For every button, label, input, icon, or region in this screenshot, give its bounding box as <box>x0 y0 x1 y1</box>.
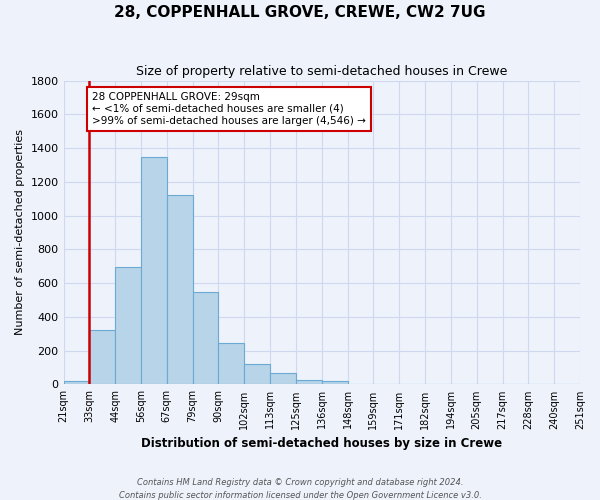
Bar <box>244 364 270 384</box>
Bar <box>141 158 167 384</box>
Text: 28 COPPENHALL GROVE: 29sqm
← <1% of semi-detached houses are smaller (4)
>99% of: 28 COPPENHALL GROVE: 29sqm ← <1% of semi… <box>92 92 366 126</box>
X-axis label: Distribution of semi-detached houses by size in Crewe: Distribution of semi-detached houses by … <box>141 437 502 450</box>
Bar <box>322 381 347 384</box>
Bar <box>167 194 193 384</box>
Bar <box>296 380 322 384</box>
Y-axis label: Number of semi-detached properties: Number of semi-detached properties <box>15 130 25 336</box>
Text: 28, COPPENHALL GROVE, CREWE, CW2 7UG: 28, COPPENHALL GROVE, CREWE, CW2 7UG <box>114 5 486 20</box>
Bar <box>270 373 296 384</box>
Bar <box>218 343 244 384</box>
Text: Contains HM Land Registry data © Crown copyright and database right 2024.
Contai: Contains HM Land Registry data © Crown c… <box>119 478 481 500</box>
Title: Size of property relative to semi-detached houses in Crewe: Size of property relative to semi-detach… <box>136 65 508 78</box>
Bar <box>89 330 115 384</box>
Bar <box>193 292 218 384</box>
Bar <box>115 267 141 384</box>
Bar <box>64 381 89 384</box>
